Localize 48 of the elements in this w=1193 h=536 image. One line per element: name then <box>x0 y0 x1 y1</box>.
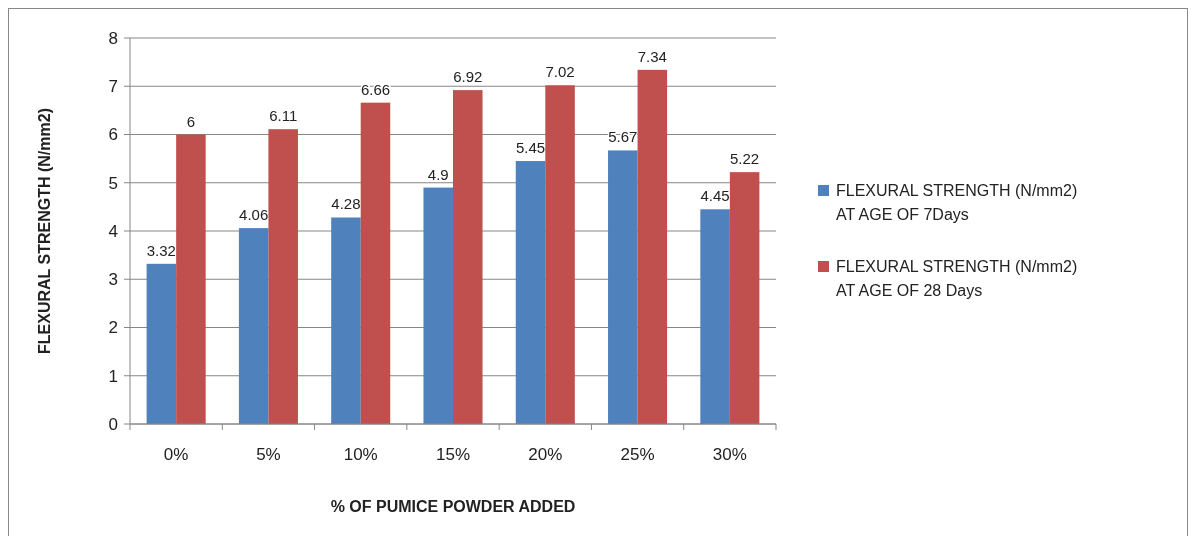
bar <box>608 150 638 424</box>
y-tick-label: 3 <box>108 270 118 290</box>
bar <box>331 217 361 424</box>
bar <box>545 85 575 424</box>
x-axis-title: % OF PUMICE POWDER ADDED <box>330 498 576 515</box>
data-label: 5.22 <box>730 150 760 168</box>
y-tick-label: 4 <box>108 221 118 241</box>
data-label: 4.06 <box>239 206 269 224</box>
data-label: 6.11 <box>269 107 298 125</box>
x-tick-label: 25% <box>620 445 655 464</box>
x-tick-label: 30% <box>712 445 747 464</box>
bar <box>423 187 453 424</box>
y-tick-label: 8 <box>108 28 118 48</box>
y-tick-label: 1 <box>108 366 118 386</box>
legend-label: FLEXURAL STRENGTH (N/mm2) AT AGE OF 7Days <box>836 182 1078 223</box>
data-label: 3.32 <box>146 241 176 259</box>
data-label: 4.9 <box>427 165 449 183</box>
bar <box>360 102 391 424</box>
bar <box>146 263 177 424</box>
data-label: 6.92 <box>453 68 483 86</box>
data-label: 4.45 <box>700 187 730 205</box>
y-tick-label: 7 <box>108 77 118 97</box>
y-tick-label: 0 <box>108 414 118 434</box>
data-label: 7.34 <box>637 47 667 65</box>
bar <box>453 90 483 424</box>
y-tick-label: 5 <box>108 173 118 193</box>
x-tick-label: 15% <box>435 445 471 464</box>
bar <box>515 161 546 424</box>
y-axis-title: FLEXURAL STRENGTH (N/mm2) <box>36 108 53 354</box>
bar <box>238 228 269 424</box>
data-label: 6.66 <box>360 80 391 98</box>
data-label: 5.67 <box>608 128 638 146</box>
bar <box>729 172 760 424</box>
bar <box>700 209 730 424</box>
data-label: 4.28 <box>331 195 361 213</box>
legend-label: FLEXURAL STRENGTH (N/mm2) AT AGE OF 28 Days <box>836 258 1078 299</box>
y-tick-label: 6 <box>108 125 118 145</box>
y-tick-label: 2 <box>108 318 118 338</box>
x-tick-label: 5% <box>256 445 281 464</box>
bar <box>176 134 206 424</box>
x-tick-label: 10% <box>343 445 378 464</box>
bar <box>637 69 668 424</box>
data-label: 6 <box>186 112 196 130</box>
data-label: 5.45 <box>515 139 546 157</box>
x-tick-label: 20% <box>528 445 563 464</box>
data-label: 7.02 <box>545 63 575 81</box>
x-tick-label: 0% <box>163 445 189 464</box>
bar <box>268 129 298 424</box>
